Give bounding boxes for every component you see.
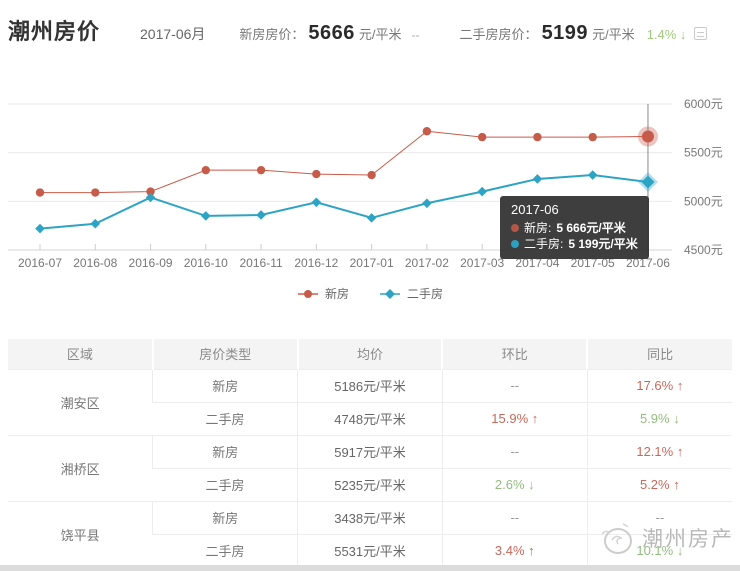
col-type: 房价类型 [151, 339, 298, 369]
table-row: 饶平县 新房 3438元/平米 -- -- [8, 500, 732, 567]
new-house-marker-icon [297, 289, 318, 298]
tooltip-second-label: 二手房: [524, 237, 564, 251]
house-type: 新房 [152, 368, 298, 402]
second-hand-price-unit: 元/平米 [592, 27, 635, 42]
svg-text:6000元: 6000元 [684, 97, 723, 111]
svg-text:2017-05: 2017-05 [571, 256, 615, 270]
data-grid-icon[interactable] [694, 27, 708, 40]
table-row: 湘桥区 新房 5917元/平米 -- 12.1% ↑ [8, 434, 732, 501]
new-house-price-unit: 元/平米 [358, 27, 402, 42]
table-row: 二手房 4748元/平米 15.9% ↑ 5.9% ↓ [8, 401, 732, 435]
mom-value: -- [441, 500, 588, 534]
region-name: 湘桥区 [8, 434, 153, 501]
mom-value: 15.9% ↑ [441, 401, 588, 435]
avg-price: 4748元/平米 [297, 401, 443, 435]
svg-text:2017-02: 2017-02 [405, 256, 449, 270]
svg-text:2016-10: 2016-10 [184, 256, 228, 270]
yoy-value: 10.1% ↓ [586, 533, 732, 567]
second-hand-dot-icon [511, 240, 519, 248]
svg-text:2017-03: 2017-03 [460, 256, 504, 270]
yoy-value: -- [586, 500, 732, 534]
second-hand-price-value: 5199 [541, 22, 589, 44]
svg-text:2016-09: 2016-09 [129, 256, 173, 270]
mom-value: -- [441, 434, 588, 468]
house-type: 二手房 [152, 401, 298, 435]
house-type: 新房 [152, 500, 298, 534]
legend-item-new-house[interactable]: 新房 [297, 285, 349, 302]
legend-label-second: 二手房 [407, 287, 444, 301]
region-name: 饶平县 [8, 500, 153, 567]
chart-legend: 新房 二手房 [0, 285, 740, 302]
col-yoy: 同比 [586, 339, 732, 369]
tooltip-new-label: 新房: [524, 221, 552, 235]
avg-price: 5917元/平米 [297, 434, 443, 468]
yoy-value: 5.9% ↓ [586, 401, 732, 435]
avg-price: 3438元/平米 [297, 500, 443, 534]
region-price-table: 区域 房价类型 均价 环比 同比 潮安区 新房 5186元/平米 -- 17.6… [8, 339, 732, 567]
legend-label-new: 新房 [324, 287, 349, 301]
col-mom: 环比 [441, 339, 588, 369]
svg-text:4500元: 4500元 [684, 243, 723, 257]
second-hand-marker-icon [380, 288, 400, 299]
region-price-table-wrap: 区域 房价类型 均价 环比 同比 潮安区 新房 5186元/平米 -- 17.6… [8, 339, 732, 567]
svg-text:2016-11: 2016-11 [240, 256, 283, 270]
tooltip-row-second: 二手房: 5 199元/平米 [511, 236, 638, 252]
line-chart-canvas[interactable]: 6000元 5500元 5000元 4500元 2016-07 2016-08 2016-0… [0, 94, 740, 280]
mom-value: -- [441, 368, 588, 402]
svg-text:2017-01: 2017-01 [350, 256, 394, 270]
avg-price: 5235元/平米 [297, 467, 443, 501]
page-title: 潮州房价 [8, 19, 101, 44]
region-name: 潮安区 [8, 368, 153, 435]
avg-price: 5186元/平米 [297, 368, 443, 402]
yoy-value: 12.1% ↑ [586, 434, 732, 468]
svg-text:5000元: 5000元 [684, 194, 723, 208]
header: 潮州房价 2017-06月 新房房价： 5666 元/平米 -- 二手房房价： … [0, 0, 740, 48]
avg-price: 5531元/平米 [297, 533, 443, 567]
second-hand-price-label: 二手房房价： [459, 27, 538, 42]
svg-text:2017-04: 2017-04 [515, 256, 559, 270]
chart-tooltip: 2017-06 新房: 5 666元/平米 二手房: 5 199元/平米 [500, 196, 649, 259]
yoy-value: 17.6% ↑ [586, 368, 732, 402]
tooltip-month: 2017-06 [511, 202, 559, 217]
price-trend-chart: 6000元 5500元 5000元 4500元 2016-07 2016-08 2016-0… [0, 94, 740, 302]
house-type: 新房 [152, 434, 298, 468]
house-type: 二手房 [152, 467, 298, 501]
yoy-value: 5.2% ↑ [586, 467, 732, 501]
mom-value: 2.6% ↓ [441, 467, 588, 501]
bottom-strip [0, 565, 740, 571]
tooltip-new-value: 5 666元/平米 [556, 221, 626, 235]
svg-text:2016-08: 2016-08 [73, 256, 117, 270]
table-row: 潮安区 新房 5186元/平米 -- 17.6% ↑ [8, 368, 732, 435]
house-type: 二手房 [152, 533, 298, 567]
table-row: 二手房 5235元/平米 2.6% ↓ 5.2% ↑ [8, 467, 732, 501]
svg-text:2017-06: 2017-06 [626, 256, 670, 270]
svg-text:2016-12: 2016-12 [294, 256, 338, 270]
svg-text:2016-07: 2016-07 [18, 256, 62, 270]
table-header-row: 区域 房价类型 均价 环比 同比 [8, 339, 732, 369]
new-house-dot-icon [511, 224, 519, 232]
second-hand-price-change: 1.4% ↓ [646, 27, 687, 42]
new-house-price-value: 5666 [308, 22, 355, 44]
tooltip-second-value: 5 199元/平米 [568, 237, 638, 251]
col-region: 区域 [8, 339, 153, 369]
col-avg-price: 均价 [296, 339, 443, 369]
legend-item-second-hand[interactable]: 二手房 [379, 285, 443, 302]
mom-value: 3.4% ↑ [441, 533, 588, 567]
current-month: 2017-06月 [140, 26, 206, 42]
svg-text:5500元: 5500元 [684, 146, 723, 160]
new-house-price-label: 新房房价： [239, 27, 305, 42]
tooltip-row-new: 新房: 5 666元/平米 [511, 220, 638, 236]
new-house-price-change: -- [411, 28, 420, 42]
